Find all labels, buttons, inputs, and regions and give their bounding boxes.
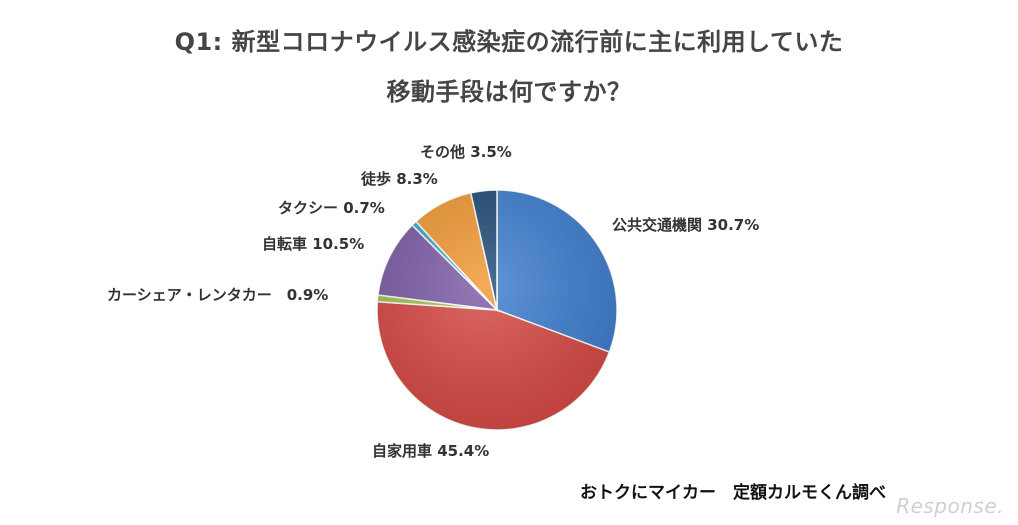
- chart-title-line-2: 移動手段は何ですか？: [386, 78, 632, 106]
- slice-label-2: カーシェア・レンタカー 0.9%: [107, 286, 328, 304]
- slice-label-5: 徒歩 8.3%: [360, 170, 438, 188]
- slice-label-1: 自家用車 45.4%: [372, 442, 489, 460]
- watermark-logo: Response.: [896, 494, 1004, 518]
- slice-label-0: 公共交通機関 30.7%: [612, 216, 759, 234]
- slice-label-3: 自転車 10.5%: [262, 235, 364, 253]
- slice-label-6: その他 3.5%: [420, 143, 512, 161]
- slice-label-4: タクシー 0.7%: [278, 199, 385, 217]
- chart-title-line-1: Q1: 新型コロナウイルス感染症の流行前に主に利用していた: [174, 28, 844, 56]
- source-credit: おトクにマイカー 定額カルモくん調べ: [580, 483, 886, 503]
